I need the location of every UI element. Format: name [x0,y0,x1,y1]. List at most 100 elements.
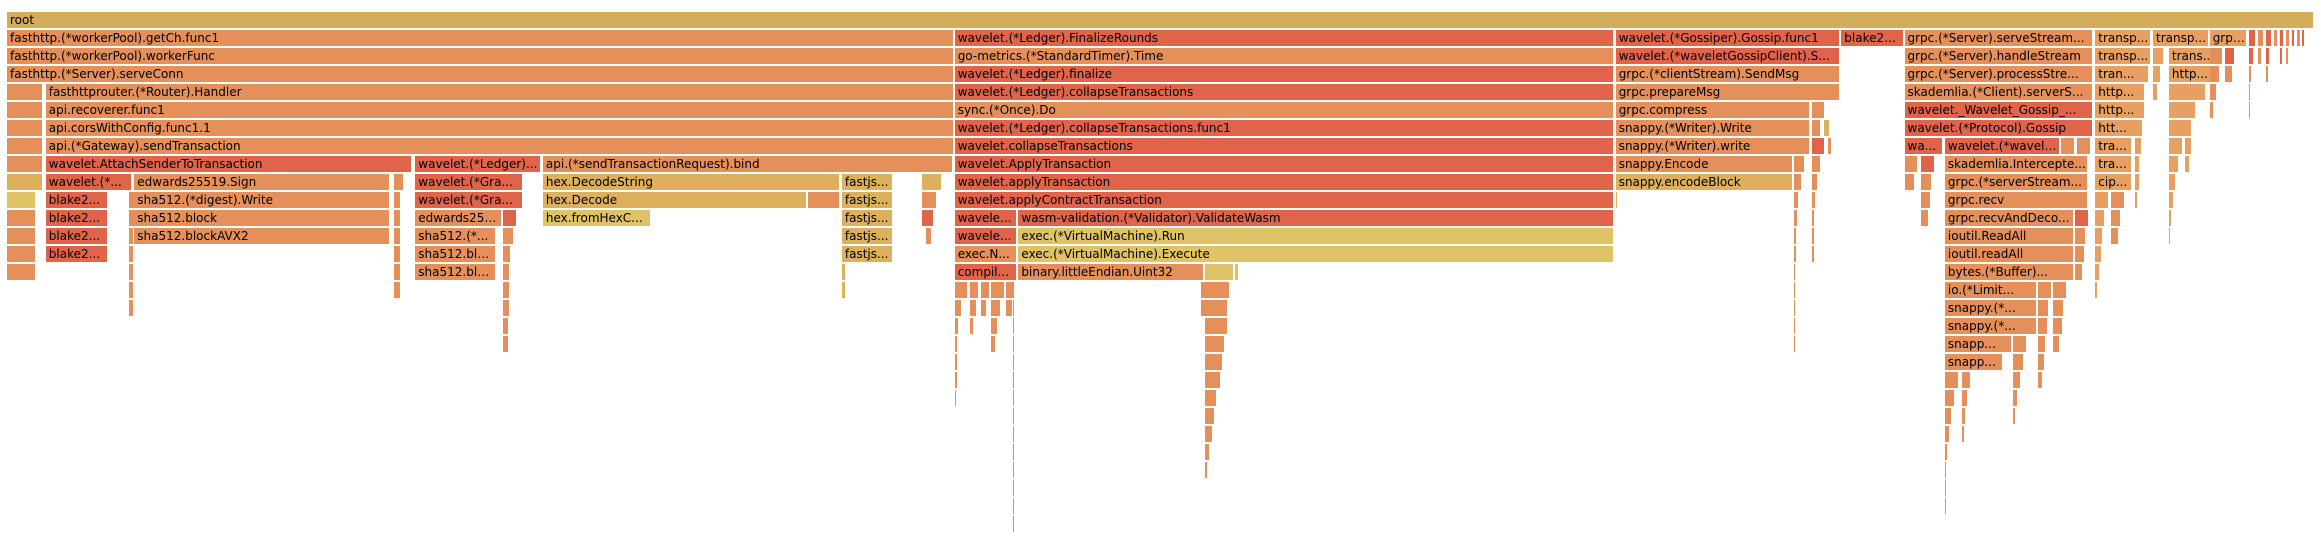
flame-frame[interactable] [2095,210,2106,227]
flame-frame[interactable] [1013,354,1016,371]
flame-frame[interactable]: fastjs... [841,210,893,227]
flame-frame[interactable] [1811,210,1816,227]
flame-frame[interactable] [1793,282,1796,299]
flame-frame[interactable]: blake2b... [1841,30,1904,47]
flame-frame[interactable] [2249,84,2252,101]
flame-frame[interactable] [1205,462,1209,479]
flame-frame[interactable]: wavelet.collapseTransactions [954,138,1614,155]
flame-frame[interactable] [1201,282,1231,299]
flame-frame[interactable]: fasthttprouter.(*Router).Handler [45,84,954,101]
flame-frame[interactable]: blake2... [45,228,109,245]
flame-frame[interactable] [393,246,401,263]
flame-frame[interactable] [954,318,960,335]
flame-frame[interactable] [1827,138,1833,155]
flame-frame[interactable] [1944,372,1959,389]
flame-frame[interactable] [1205,372,1222,389]
flame-frame[interactable] [393,228,402,245]
flame-frame[interactable] [2249,66,2253,83]
flame-frame[interactable] [991,300,1002,317]
flame-frame[interactable] [2038,318,2049,335]
flame-frame[interactable] [2013,408,2017,425]
flame-frame[interactable] [2249,102,2252,119]
flame-frame[interactable] [7,84,43,101]
flame-frame[interactable] [2209,102,2215,119]
flame-frame[interactable] [2301,30,2305,47]
flame-frame[interactable]: wavelet.applyContractTransaction [954,192,1614,209]
flame-frame[interactable] [7,120,43,137]
flame-frame[interactable] [1823,120,1830,137]
flame-frame[interactable] [2249,30,2257,47]
flame-frame[interactable]: grpc.(*clientStream).SendMsg [1615,66,1841,83]
flame-frame[interactable]: snapp... [1944,354,2004,371]
flame-frame[interactable]: wavelet.(*Gra... [415,192,523,209]
flame-frame[interactable] [2168,174,2176,191]
flame-frame[interactable] [1793,336,1796,353]
flame-frame[interactable]: ioutil.ReadAll [1944,228,2075,245]
flame-frame[interactable] [2013,354,2025,371]
flame-frame[interactable]: sync.(*Once).Do [954,102,1614,119]
flame-frame[interactable]: sha512.blockAVX2 [134,228,391,245]
flame-frame[interactable] [2257,30,2265,47]
flame-frame[interactable] [2257,48,2263,65]
flame-frame[interactable]: fastjs... [841,246,893,263]
flame-frame[interactable]: exec.(*VirtualMachine).Execute [1018,246,1614,263]
flame-frame[interactable] [2075,228,2086,245]
flame-frame[interactable] [2053,318,2063,335]
flame-frame[interactable] [2265,48,2271,65]
flame-frame[interactable] [2225,66,2234,83]
flame-frame[interactable] [393,282,401,299]
flame-frame[interactable] [503,318,509,335]
flame-frame[interactable] [1811,102,1826,119]
flame-frame[interactable]: grpc.(*Server).processStre... [1904,66,2094,83]
flame-frame[interactable] [1013,426,1016,443]
flame-frame[interactable] [1944,390,1955,407]
flame-frame[interactable] [1013,336,1016,353]
flame-frame[interactable] [2168,156,2179,173]
flame-frame[interactable] [1811,246,1815,263]
flame-frame[interactable] [1811,138,1826,155]
flame-frame[interactable]: exec.N... [954,246,1018,263]
flame-frame[interactable]: ioutil.readAll [1944,246,2075,263]
flame-frame[interactable]: wavelet.(*Ledger).collapseTransactions.f… [954,120,1614,137]
flame-frame[interactable] [980,300,988,317]
flame-frame[interactable] [2135,192,2139,209]
flame-frame[interactable] [7,156,43,173]
flame-frame[interactable] [1235,264,1239,281]
flame-frame[interactable]: transp... [2153,30,2209,47]
flame-frame[interactable] [2038,282,2053,299]
flame-frame[interactable] [2075,246,2085,263]
flame-frame[interactable] [1921,210,1929,227]
flame-frame[interactable] [2135,66,2149,83]
flame-frame[interactable] [921,210,934,227]
flame-frame[interactable] [2038,300,2050,317]
flame-frame[interactable] [2111,192,2125,209]
flame-frame[interactable] [2053,300,2064,317]
flame-frame[interactable] [1921,174,1932,191]
flame-frame[interactable]: snappy.encodeBlock [1615,174,1793,191]
flame-frame[interactable] [7,192,36,209]
flame-frame[interactable] [954,372,958,389]
flame-frame[interactable]: edwards25519.Sign [134,174,391,191]
flame-frame[interactable] [503,264,510,281]
flame-frame[interactable] [2135,84,2146,101]
flame-frame[interactable] [2296,30,2301,47]
flame-frame[interactable] [2095,246,2103,263]
flame-frame[interactable] [2038,372,2044,389]
flame-frame[interactable] [1013,408,1016,425]
flame-frame[interactable]: grpc.prepareMsg [1615,84,1841,101]
flame-frame[interactable]: grpc.compress [1615,102,1811,119]
flame-frame[interactable]: snappy.(*... [1944,300,2038,317]
flame-frame[interactable] [1793,192,1799,209]
flame-frame[interactable] [2168,102,2196,119]
flame-frame[interactable] [1793,300,1796,317]
flame-frame[interactable] [503,210,517,227]
flame-frame[interactable] [808,192,840,209]
flame-frame[interactable] [2013,390,2019,407]
flame-frame[interactable] [1205,390,1218,407]
flame-frame[interactable] [2075,264,2083,281]
flame-frame[interactable] [1944,462,1947,479]
flame-frame[interactable] [393,264,401,281]
flame-frame[interactable]: io.(*Limit... [1944,282,2038,299]
flame-frame[interactable] [2273,30,2279,47]
flame-frame[interactable] [2111,228,2119,245]
